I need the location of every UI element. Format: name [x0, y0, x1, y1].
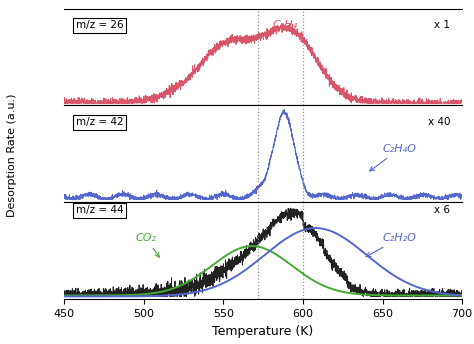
Text: m/z = 42: m/z = 42	[76, 117, 124, 127]
Text: CO₂: CO₂	[136, 233, 159, 257]
Text: m/z = 26: m/z = 26	[76, 20, 124, 30]
Text: x 1: x 1	[434, 20, 450, 30]
Text: C₂H₄: C₂H₄	[273, 20, 298, 30]
X-axis label: Temperature (K): Temperature (K)	[212, 324, 314, 337]
Text: m/z = 44: m/z = 44	[76, 205, 124, 215]
Text: x 40: x 40	[428, 117, 450, 127]
Text: x 6: x 6	[434, 205, 450, 215]
Text: Desorption Rate (a.u.): Desorption Rate (a.u.)	[7, 93, 17, 217]
Text: C₂H₄O: C₂H₄O	[370, 144, 416, 171]
Text: C₂H₂O: C₂H₂O	[366, 233, 416, 257]
